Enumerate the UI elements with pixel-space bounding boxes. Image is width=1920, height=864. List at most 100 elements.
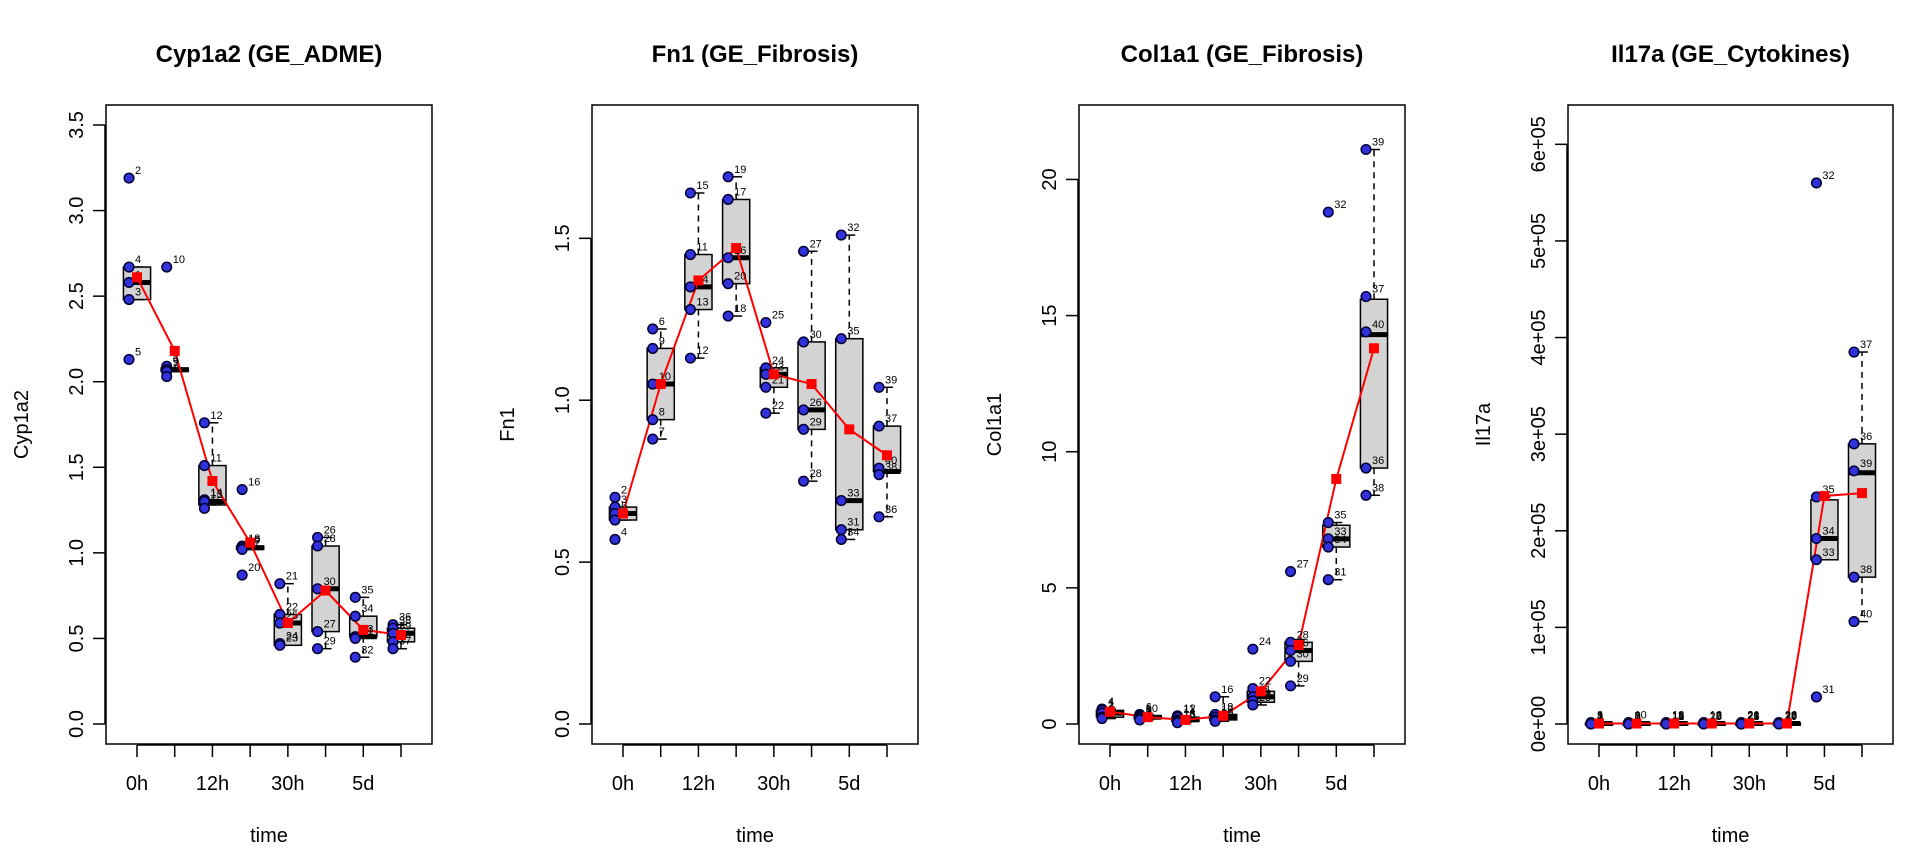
- data-point: [1247, 699, 1259, 711]
- data-point: [1322, 541, 1334, 553]
- point-label: 30: [810, 329, 822, 341]
- y-tick-label: 1.0: [66, 539, 88, 567]
- point-label: 36: [1860, 431, 1872, 443]
- panel-3: Col1a1 (GE_Fibrosis) Col1a1 time 0 5 10 15 20 0h…: [984, 41, 1406, 847]
- y-axis-label: Cyp1a2: [11, 390, 33, 459]
- data-point: [1848, 438, 1860, 450]
- point-label: 37: [885, 413, 897, 425]
- point-label: 3: [135, 287, 141, 299]
- y-tick-label: 2e+05: [1528, 503, 1550, 559]
- point-label: 11: [1183, 704, 1194, 716]
- x-axis-label: time: [1223, 825, 1261, 847]
- point-label: 26: [810, 397, 822, 409]
- plot-frame: [105, 104, 433, 745]
- data-point: [647, 342, 659, 354]
- panel-1: Cyp1a2 (GE_ADME) Cyp1a2 time 0.0 0.5 1.0 1.5 2.…: [11, 41, 433, 847]
- point-label: 37: [1372, 284, 1384, 296]
- point-label: 26: [324, 524, 336, 536]
- x-tick-label: 12h: [196, 773, 229, 795]
- mean-marker: [132, 272, 142, 283]
- point-label: 4: [135, 254, 141, 266]
- point-label: 32: [361, 644, 373, 656]
- x-tick-label: 5d: [352, 773, 374, 795]
- point-label: 23: [286, 632, 298, 644]
- mean-marker: [1669, 718, 1680, 729]
- data-point: [798, 423, 810, 435]
- point-label: 27: [1297, 559, 1309, 571]
- y-tick-label: 1e+05: [1528, 599, 1550, 655]
- panel-2: Fn1 (GE_Fibrosis) Fn1 time 0.0 0.5 1.0 1.5 0h 12…: [497, 41, 919, 847]
- point-label: 34: [361, 603, 373, 615]
- mean-marker: [1331, 473, 1342, 484]
- data-point: [1360, 462, 1372, 474]
- data-point: [760, 407, 772, 419]
- y-tick-label: 1.5: [66, 453, 88, 481]
- point-label: 14: [210, 487, 222, 499]
- mean-marker: [169, 345, 180, 356]
- data-point: [349, 610, 361, 622]
- data-point: [873, 381, 885, 393]
- data-point: [1848, 465, 1860, 477]
- point-label: 31: [1822, 684, 1834, 696]
- data-point: [609, 514, 621, 526]
- mean-marker: [693, 275, 704, 286]
- point-label: 9: [1635, 710, 1641, 722]
- point-label: 34: [1822, 526, 1834, 538]
- point-label: 18: [1221, 701, 1233, 713]
- point-label: 27: [810, 238, 822, 250]
- mean-marker: [1293, 640, 1304, 651]
- y-tick-label: 0.5: [66, 625, 88, 653]
- x-tick-label: 12h: [1657, 773, 1690, 795]
- point-label: 30: [1297, 648, 1309, 660]
- data-point: [760, 381, 772, 393]
- point-label: 6: [659, 316, 665, 328]
- box: [721, 198, 751, 285]
- point-label: 38: [1860, 564, 1872, 576]
- data-point: [236, 569, 248, 581]
- point-label: 3: [1597, 711, 1603, 723]
- x-axis-label: time: [250, 825, 288, 847]
- point-label: 25: [772, 310, 784, 322]
- point-label: 2: [621, 484, 627, 496]
- point-label: 3: [621, 494, 627, 506]
- chart-title: Cyp1a2 (GE_ADME): [156, 41, 383, 68]
- data-point: [198, 417, 210, 429]
- point-label: 32: [1822, 170, 1834, 182]
- point-label: 38: [1372, 482, 1384, 494]
- x-tick-label: 0h: [612, 773, 634, 795]
- data-point: [798, 475, 810, 487]
- point-label: 16: [248, 477, 260, 489]
- point-label: 12: [210, 410, 222, 422]
- mean-marker: [882, 450, 892, 461]
- data-point: [684, 304, 696, 316]
- point-label: 33: [1334, 526, 1346, 538]
- point-label: 6: [1146, 701, 1152, 713]
- data-point: [1848, 571, 1860, 583]
- y-tick-label: 3e+05: [1528, 406, 1550, 462]
- point-label: 2: [1108, 700, 1114, 712]
- x-tick-label: 5d: [1325, 773, 1347, 795]
- plot-frame: [591, 104, 919, 745]
- y-tick-label: 0.0: [66, 710, 88, 738]
- data-point: [647, 414, 659, 426]
- point-label: 18: [734, 303, 746, 315]
- panel-4: Il17a (GE_Cytokines) Il17a time 0e+00 1e+05 2…: [1473, 41, 1894, 847]
- y-tick-label: 20: [1039, 168, 1061, 190]
- point-label: 13: [210, 489, 222, 501]
- point-label: 31: [847, 517, 859, 529]
- mean-marker: [282, 618, 293, 629]
- y-tick-label: 10: [1039, 441, 1061, 463]
- mean-line: [622, 246, 888, 514]
- point-label: 1: [1597, 710, 1603, 722]
- point-label: 28: [1297, 629, 1309, 641]
- point-label: 15: [210, 495, 222, 507]
- mean-marker: [731, 243, 742, 254]
- chart-title: Fn1 (GE_Fibrosis): [652, 41, 859, 68]
- mean-marker: [1857, 488, 1867, 499]
- point-label: 10: [1146, 703, 1158, 715]
- mean-line: [1109, 347, 1375, 721]
- point-label: 30: [324, 576, 336, 588]
- point-label: 6: [1635, 711, 1641, 723]
- data-point: [1209, 691, 1221, 703]
- mean-marker: [358, 624, 369, 635]
